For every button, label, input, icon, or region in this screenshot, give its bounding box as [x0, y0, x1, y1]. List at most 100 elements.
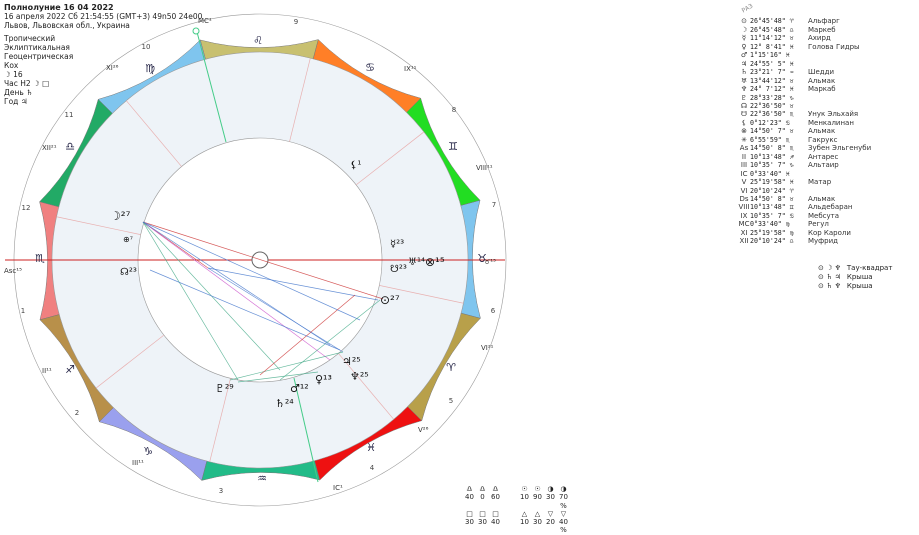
zodiac-sign-glyph: ♉: [477, 252, 487, 265]
fixed-star-name: Менкалинан: [808, 118, 854, 127]
position-symbol: As: [739, 144, 749, 153]
position-degree: 6°55'59" ♏: [750, 135, 790, 144]
planet-glyph: ⚸¹: [350, 160, 361, 171]
fixed-star-name: Регул: [808, 220, 829, 229]
house-cusp-line: [338, 353, 394, 420]
position-row: ♅ 13°44'12" ♉ Альмак: [738, 77, 871, 85]
position-row: ⊙ 26°45'48" ♈ Альфарг: [738, 17, 871, 25]
cusp-label: IX¹¹: [404, 65, 417, 73]
config-name: Тау-квадрат: [846, 264, 893, 272]
position-degree: 13°44'12" ♉: [750, 76, 794, 85]
position-symbol: ⊗: [741, 127, 747, 136]
position-row: IX 10°35' 7" ♋ Мебсута: [738, 212, 871, 220]
cusp-label: XI²⁶: [106, 64, 119, 72]
stat-symbol: ☉: [521, 485, 528, 493]
position-row: ⊗ 14°50' 7" ♉ Альмак: [738, 127, 871, 135]
moon-day: ☽ 16: [4, 70, 23, 79]
aspect-line: [142, 221, 239, 381]
cusp-label: V²⁶: [418, 426, 429, 434]
position-row: XII 20°10'24" ♎ Муфрид: [738, 237, 871, 245]
position-row: II 10°13'48" ♐ Антарес: [738, 153, 871, 161]
stat-value: 10: [520, 518, 529, 527]
stat-value: 90: [533, 493, 542, 502]
position-symbol: ⊙: [741, 17, 747, 26]
stat-symbol: △: [534, 509, 541, 518]
cusp-label: VI²¹: [481, 344, 494, 352]
position-row: XI 25°19'58" ♍ Кор Кароли: [738, 229, 871, 237]
config-symbols: ⊙ ☽ ♆: [818, 264, 841, 272]
position-symbol: ⚸: [741, 118, 747, 127]
house-number: 8: [452, 106, 456, 114]
fixed-star-name: Антарес: [808, 152, 839, 161]
position-symbol: Ds: [739, 194, 749, 203]
position-degree: 14°50' 7" ♉: [750, 127, 794, 136]
zodiac-sign-glyph: ♎: [65, 140, 75, 153]
stat-symbol: ♎: [479, 485, 486, 493]
position-row: ☋ 22°36'50" ♏ Унук Эльхайя: [738, 110, 871, 118]
stat-value: 70 %: [559, 493, 568, 510]
stat-symbol: □: [492, 509, 499, 518]
position-degree: 28°33'28" ♑: [750, 93, 794, 102]
fixed-star-name: Матар: [808, 178, 832, 187]
planet-glyph: ⊙²⁷: [380, 293, 400, 307]
house-number: 4: [370, 464, 375, 472]
natal-chart-wheel[interactable]: 121234567891011Asc¹⁵MC¹IC¹♉¹⁵II¹¹III¹¹V²…: [0, 0, 919, 519]
house-number: 7: [492, 201, 496, 209]
position-symbol: III: [740, 161, 748, 170]
fixed-star-name: Альдебаран: [808, 203, 853, 212]
position-degree: 24° 7'12" ♓: [750, 85, 794, 94]
position-symbol: IC: [740, 169, 748, 178]
stat-value: 20: [546, 518, 555, 527]
house-number: 12: [22, 204, 31, 212]
zodiac-sign-glyph: ♍: [145, 62, 155, 75]
house-cusp-line: [56, 216, 141, 235]
house-number: 3: [219, 487, 223, 495]
stat-value: 0: [480, 493, 485, 502]
aspect-line: [259, 294, 356, 376]
fixed-star-name: Унук Эльхайя: [808, 110, 859, 119]
aspect-line: [207, 267, 379, 301]
zodiac-sign-glyph: ♊: [448, 140, 458, 153]
planet-glyph: ♀¹³: [315, 373, 332, 386]
cusp-label: ♉¹⁵: [484, 258, 496, 266]
config-row: ⊙ ♄ ♃ Крыша: [818, 273, 892, 282]
planet-glyph: ☿²³: [390, 239, 404, 250]
position-symbol: MC: [738, 220, 750, 229]
zodiac-sign-glyph: ♈: [446, 361, 456, 374]
fixed-star-name: Зубен Эльгенуби: [808, 144, 872, 153]
position-row: ♄ 23°21' 7" ♒ Шедди: [738, 68, 871, 76]
planet-glyph: ☋²³: [390, 264, 407, 275]
stat-value: 60: [491, 493, 500, 502]
position-row: ☿ 11°14'12" ♉ Ахирд: [738, 34, 871, 42]
chart-location: Львов, Львовская обл., Украина: [4, 21, 130, 30]
planet-year: Год ♃: [4, 97, 28, 106]
position-row: ✳ 6°55'59" ♏ Гакрукс: [738, 136, 871, 144]
position-degree: 20°10'24" ♎: [750, 237, 794, 246]
position-degree: 26°45'48" ♎: [750, 25, 794, 34]
planet-day: День ♄: [4, 88, 33, 97]
position-degree: 10°13'48" ♐: [750, 152, 794, 161]
aspect-line: [237, 371, 319, 383]
planet-glyph: ♇²⁹: [215, 382, 234, 395]
aspect-line: [142, 221, 331, 361]
position-row: ♂ 1°15'16" ♓: [738, 51, 871, 59]
zodiac-sign-glyph: ♑: [143, 445, 153, 458]
stat-symbol: ◑: [547, 485, 554, 493]
stat-value: 30: [546, 493, 555, 502]
position-degree: 14°50' 8" ♉: [750, 194, 794, 203]
planet-glyph: ☊²³: [120, 267, 137, 278]
house-number: 2: [75, 409, 79, 417]
position-degree: 20°10'24" ♈: [750, 186, 794, 195]
stat-value: 30: [478, 518, 487, 527]
position-symbol: V: [741, 178, 747, 187]
ic-axis: [293, 377, 319, 483]
position-symbol: XII: [739, 237, 749, 246]
position-degree: 0°33'40" ♓: [750, 169, 790, 178]
config-symbols: ⊙ ♄ ♃: [818, 273, 841, 281]
position-symbol: VI: [740, 186, 748, 195]
house-number: 1: [21, 307, 25, 315]
house-system: Кох: [4, 61, 19, 70]
position-row: ♃ 24°55' 5" ♓: [738, 60, 871, 68]
aspect-line: [142, 221, 331, 346]
chart-title: Полнолуние 16 04 2022: [4, 3, 114, 12]
